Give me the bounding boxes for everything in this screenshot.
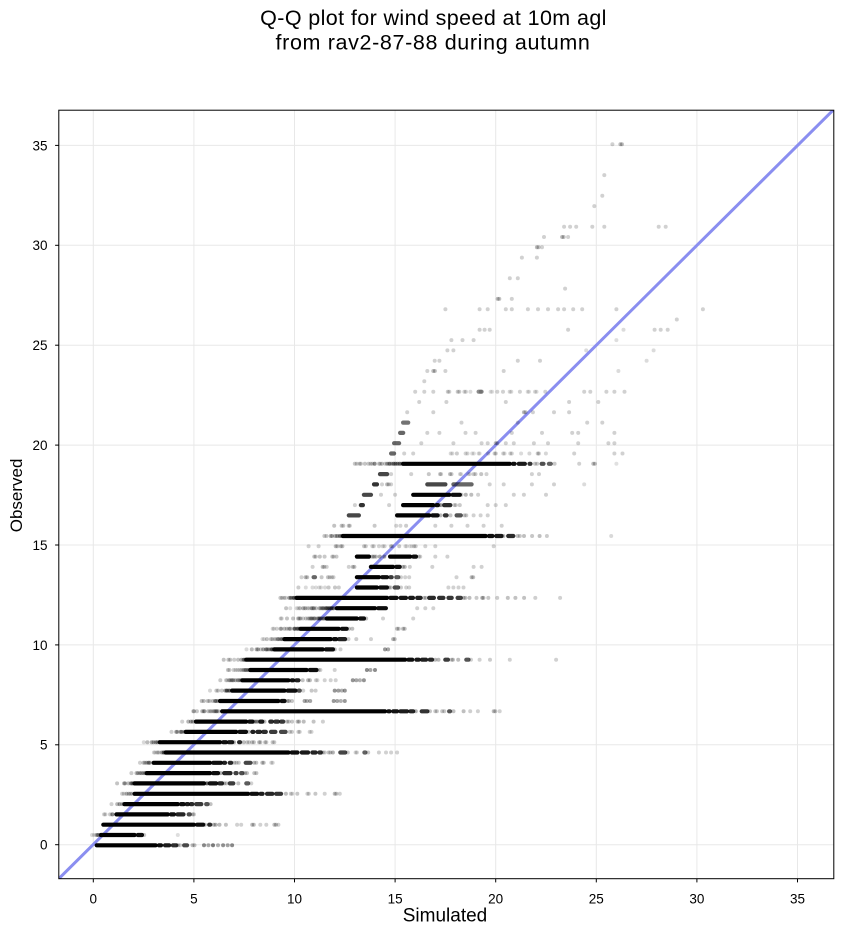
svg-text:15: 15 [388, 892, 403, 907]
svg-text:Observed: Observed [7, 459, 26, 533]
svg-text:from rav2-87-88 during autumn: from rav2-87-88 during autumn [276, 30, 591, 54]
svg-text:25: 25 [32, 338, 47, 353]
svg-text:10: 10 [32, 638, 47, 653]
svg-text:15: 15 [32, 538, 47, 553]
svg-text:Q-Q plot for wind speed at 10m: Q-Q plot for wind speed at 10m agl [260, 6, 607, 30]
svg-text:10: 10 [287, 892, 302, 907]
svg-text:20: 20 [488, 892, 503, 907]
svg-text:35: 35 [790, 892, 805, 907]
svg-text:35: 35 [32, 138, 47, 153]
svg-text:Simulated: Simulated [403, 906, 488, 927]
svg-text:5: 5 [40, 738, 48, 753]
svg-text:30: 30 [689, 892, 704, 907]
svg-text:0: 0 [90, 892, 98, 907]
svg-text:5: 5 [190, 892, 198, 907]
svg-text:30: 30 [32, 238, 47, 253]
svg-text:25: 25 [589, 892, 604, 907]
svg-text:0: 0 [40, 838, 48, 853]
svg-text:20: 20 [32, 438, 47, 453]
